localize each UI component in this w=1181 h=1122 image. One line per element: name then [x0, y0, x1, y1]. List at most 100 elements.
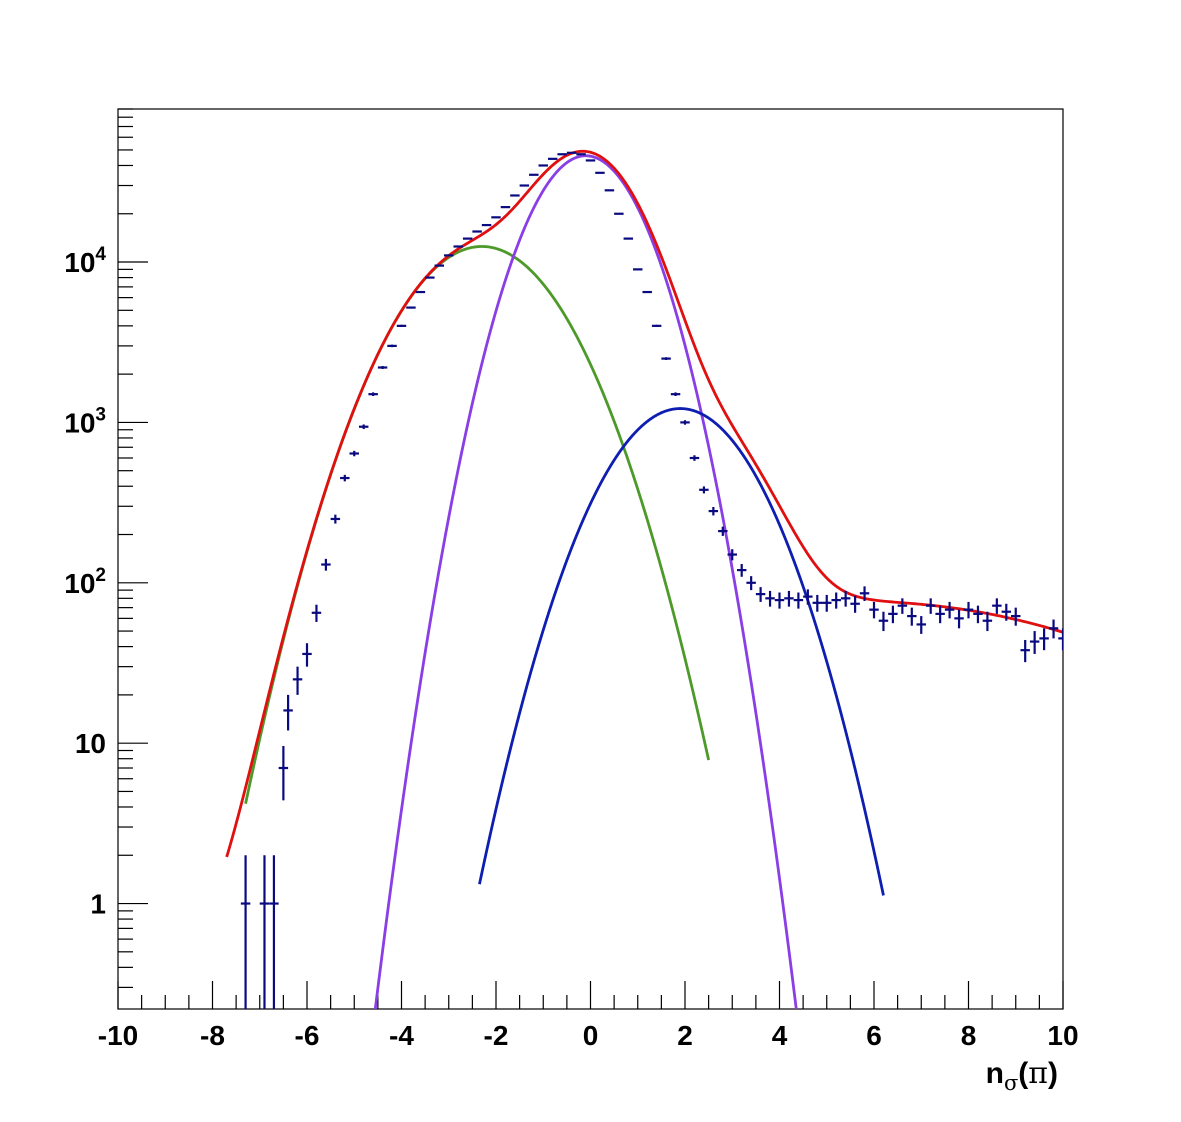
data-point: [269, 855, 279, 1009]
data-point: [481, 223, 492, 227]
data-point: [1001, 603, 1012, 621]
fit-curve-3: [225, 149, 1063, 858]
data-point: [859, 586, 870, 601]
y-tick-label: 104: [64, 244, 106, 278]
data-point: [529, 173, 539, 176]
data-point: [566, 151, 577, 154]
x-tick-label: 8: [961, 1020, 977, 1051]
fit-curve-1: [373, 154, 798, 1009]
data-point: [547, 157, 558, 160]
data-point: [444, 254, 454, 257]
data-point: [614, 212, 624, 215]
data-point: [736, 563, 747, 577]
x-tick-label: -6: [295, 1020, 320, 1051]
data-point: [954, 609, 964, 629]
data-point: [240, 855, 251, 1009]
x-tick-label: 6: [866, 1020, 882, 1051]
x-tick-label: -8: [200, 1020, 225, 1051]
data-point: [935, 605, 945, 624]
data-point: [519, 184, 530, 187]
data-point: [765, 590, 775, 607]
data-point: [746, 576, 756, 591]
y-tick-label: 102: [64, 565, 106, 599]
data-point: [878, 611, 889, 632]
data-point: [358, 424, 369, 430]
data-point: [840, 590, 851, 607]
fit-curve-2: [478, 407, 885, 896]
data-point: [453, 245, 463, 248]
data-point: [604, 189, 615, 192]
x-axis-title: nσ(π): [986, 1056, 1058, 1095]
data-point: [259, 855, 270, 1009]
data-point: [538, 164, 548, 167]
data-point: [973, 605, 983, 624]
data-point: [491, 216, 501, 219]
data-point: [368, 392, 378, 397]
data-point: [425, 276, 435, 279]
data-point: [1011, 607, 1021, 626]
data-point: [1058, 628, 1063, 651]
data-point: [321, 558, 331, 571]
data-point: [1048, 619, 1059, 639]
data-point: [708, 506, 719, 516]
data-point: [1020, 639, 1030, 663]
data-point: [992, 598, 1002, 614]
data-point: [623, 237, 634, 240]
data-point: [472, 230, 482, 233]
data-point: [661, 357, 671, 361]
y-tick-label: 10: [75, 728, 106, 759]
data-points: [240, 151, 1063, 1009]
data-point: [340, 474, 350, 482]
data-point: [510, 194, 520, 197]
data-point: [925, 598, 936, 614]
data-point: [944, 601, 955, 619]
data-point: [1039, 628, 1049, 651]
data-point: [311, 604, 322, 622]
y-tick-label: 1: [90, 889, 106, 920]
data-point: [982, 611, 993, 632]
y-axis-ticks: [118, 108, 148, 988]
data-point: [396, 324, 407, 327]
data-point: [406, 306, 416, 309]
data-point: [462, 237, 473, 240]
data-point: [774, 592, 785, 609]
data-point: [689, 455, 700, 461]
data-point: [812, 594, 823, 612]
data-point: [651, 324, 662, 327]
y-tick-label: 103: [64, 404, 106, 438]
data-point: [302, 643, 312, 667]
data-point: [718, 526, 728, 536]
data-point: [377, 366, 388, 370]
data-point: [755, 587, 766, 602]
data-point: [633, 268, 643, 271]
data-point: [330, 514, 341, 524]
data-point: [415, 290, 426, 294]
data-point: [283, 694, 293, 731]
data-point: [963, 601, 974, 619]
x-tick-label: -2: [484, 1020, 509, 1051]
data-point: [831, 592, 841, 609]
x-axis-tick-labels: -10 -8 -6 -4 -2 0 2 4 6 8 10: [98, 1020, 1079, 1051]
data-point: [897, 598, 908, 614]
fit-curves: [225, 149, 1063, 1009]
data-point: [916, 616, 926, 634]
x-tick-label: 10: [1047, 1020, 1078, 1051]
x-tick-label: -4: [389, 1020, 414, 1051]
data-point: [557, 153, 567, 156]
data-point: [888, 605, 898, 624]
data-point: [784, 590, 794, 607]
data-point: [387, 344, 397, 348]
x-axis-ticks: [117, 981, 1064, 1009]
data-point: [793, 592, 804, 609]
data-point: [595, 171, 605, 174]
data-point: [869, 601, 879, 619]
data-point: [850, 595, 860, 613]
data-point: [1029, 631, 1040, 654]
plot-frame: [117, 108, 1064, 1010]
x-tick-label: -10: [98, 1020, 138, 1051]
data-point: [585, 159, 596, 162]
data-point: [670, 392, 681, 397]
data-point: [434, 264, 445, 267]
data-point: [576, 153, 586, 156]
